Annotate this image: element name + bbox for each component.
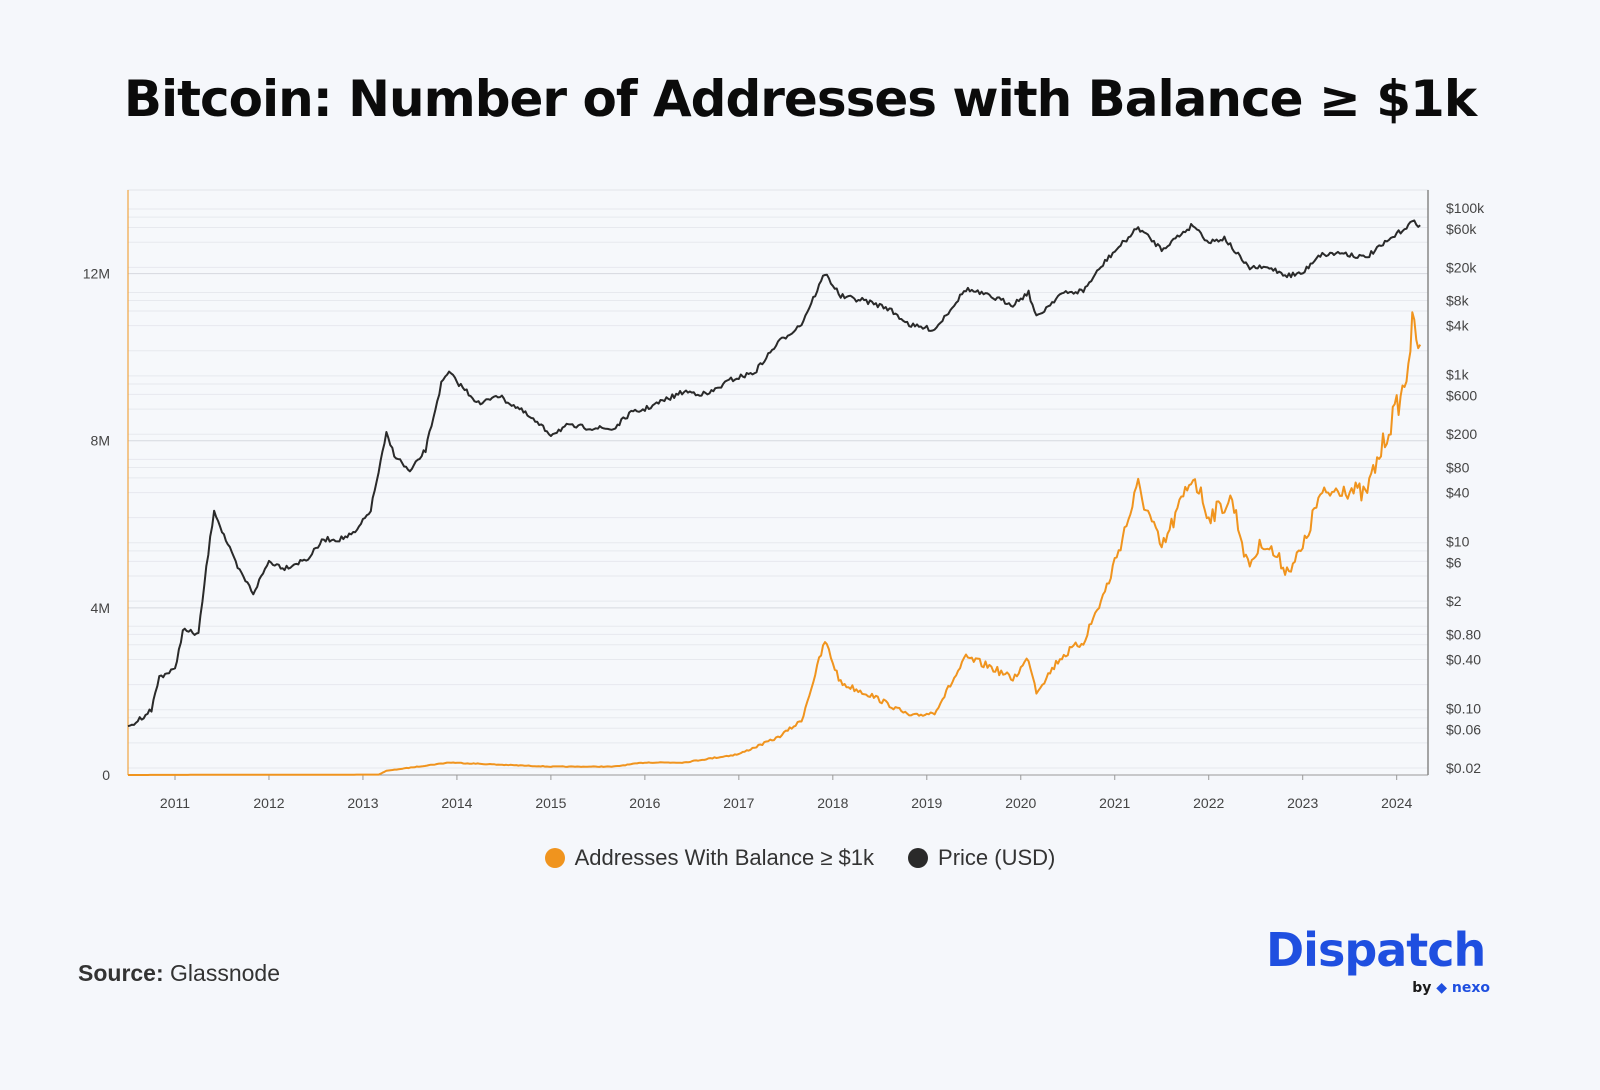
x-tick-label: 2023	[1287, 795, 1318, 811]
logo-wordmark: Dispatch	[1266, 923, 1486, 977]
grid	[127, 189, 1429, 776]
dispatch-logo: Dispatch by ◆ nexo	[1266, 926, 1496, 1006]
series	[127, 219, 1422, 776]
plot-area	[127, 189, 1429, 776]
legend-dot-price	[908, 848, 929, 868]
x-tick-label: 2015	[535, 795, 566, 811]
right-tick-label: $20k	[1446, 259, 1477, 275]
source-label: Source:	[78, 960, 164, 986]
logo-partner: nexo	[1451, 980, 1490, 996]
right-tick-label: $4k	[1446, 318, 1470, 334]
legend-item-price[interactable]: Price (USD)	[908, 845, 1055, 871]
x-tick-label: 2024	[1381, 795, 1412, 811]
right-tick-label: $100k	[1446, 200, 1485, 216]
x-tick-label: 2012	[253, 795, 284, 811]
left-tick-label: 12M	[83, 266, 110, 282]
x-tick-label: 2011	[160, 795, 190, 811]
right-tick-label: $1k	[1446, 367, 1470, 383]
legend-label-addresses: Addresses With Balance ≥ $1k	[574, 845, 875, 870]
legend-item-addresses[interactable]: Addresses With Balance ≥ $1k	[544, 845, 875, 871]
addresses-line	[128, 311, 1422, 776]
left-tick-label: 4M	[91, 600, 110, 616]
logo-byline: by ◆ nexo	[1412, 980, 1490, 996]
x-tick-label: 2018	[817, 795, 848, 811]
x-tick-label: 2021	[1099, 795, 1130, 811]
x-tick-label: 2019	[911, 795, 942, 811]
right-tick-label: $2	[1446, 593, 1462, 609]
x-tick-label: 2022	[1193, 795, 1224, 811]
right-tick-label: $600	[1446, 388, 1477, 404]
right-tick-label: $10	[1446, 534, 1470, 550]
price-line	[127, 219, 1421, 728]
x-tick-label: 2020	[1005, 795, 1036, 811]
right-tick-label: $0.02	[1446, 760, 1481, 776]
right-tick-label: $0.40	[1446, 651, 1481, 667]
right-tick-label: $0.06	[1446, 721, 1481, 737]
logo-by: by	[1412, 980, 1432, 996]
right-tick-label: $60k	[1446, 221, 1477, 237]
source: Source: Glassnode	[78, 960, 280, 987]
right-tick-label: $40	[1446, 485, 1470, 501]
x-tick-label: 2017	[723, 795, 754, 811]
source-value: Glassnode	[170, 960, 280, 986]
right-tick-label: $200	[1446, 426, 1477, 442]
right-tick-label: $8k	[1446, 293, 1470, 309]
x-tick-label: 2013	[347, 795, 378, 811]
legend-dot-addresses	[544, 848, 565, 868]
x-tick-label: 2016	[629, 795, 660, 811]
right-tick-label: $6	[1446, 555, 1462, 571]
right-tick-label: $0.10	[1446, 700, 1481, 716]
left-tick-label: 0	[102, 767, 110, 783]
x-tick-label: 2014	[441, 795, 472, 811]
nexo-icon: ◆	[1436, 980, 1447, 996]
right-tick-label: $80	[1446, 459, 1470, 475]
chart-title: Bitcoin: Number of Addresses with Balanc…	[123, 70, 1477, 128]
legend: Addresses With Balance ≥ $1k Price (USD)	[0, 845, 1600, 871]
legend-label-price: Price (USD)	[938, 845, 1056, 870]
right-tick-label: $0.80	[1446, 626, 1481, 642]
left-tick-label: 8M	[91, 433, 110, 449]
